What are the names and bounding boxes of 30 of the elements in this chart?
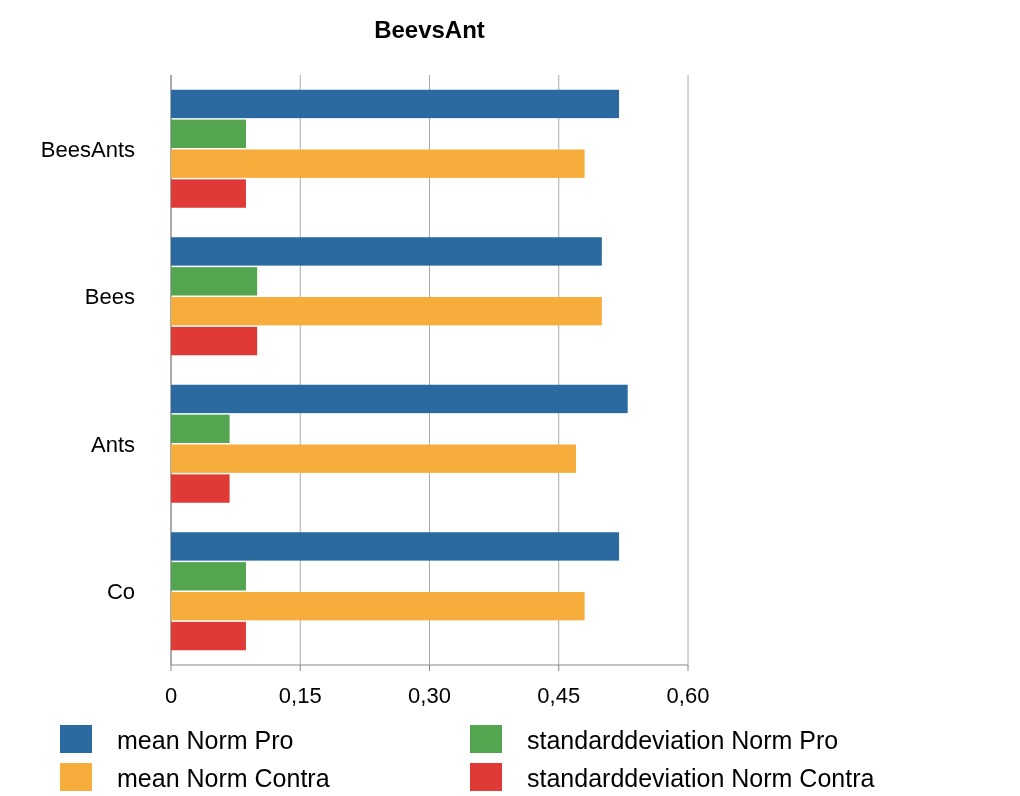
bar <box>171 384 628 414</box>
bar <box>171 444 576 473</box>
bar <box>171 89 620 119</box>
bar <box>171 267 258 296</box>
legend-label: mean Norm Pro <box>117 726 294 754</box>
legend-label: mean Norm Contra <box>117 764 330 792</box>
bar <box>171 237 602 266</box>
bar <box>171 179 246 208</box>
bar <box>171 592 585 621</box>
bar <box>171 562 246 591</box>
y-tick-label: Co <box>106 579 135 605</box>
x-tick-label: 0,30 <box>408 683 451 708</box>
x-tick-label: 0,45 <box>537 683 581 708</box>
bar <box>171 149 585 178</box>
y-tick-label: Bees <box>84 284 135 310</box>
bar <box>171 621 246 651</box>
bar <box>171 532 620 561</box>
y-tick-label: BeesAnts <box>40 136 135 162</box>
legend-label: standarddeviation Norm Pro <box>527 726 839 754</box>
x-tick-label: 0 <box>164 683 178 708</box>
chart-title: BeevsAnt <box>374 16 485 43</box>
bar <box>171 297 602 326</box>
bar <box>171 326 258 356</box>
bar <box>171 474 230 503</box>
x-tick-label: 0,15 <box>278 683 322 708</box>
bar <box>171 119 246 148</box>
x-tick-label: 0,60 <box>666 683 710 708</box>
bar <box>171 414 230 443</box>
legend-label: standarddeviation Norm Contra <box>527 764 875 792</box>
y-tick-label: Ants <box>90 431 135 457</box>
